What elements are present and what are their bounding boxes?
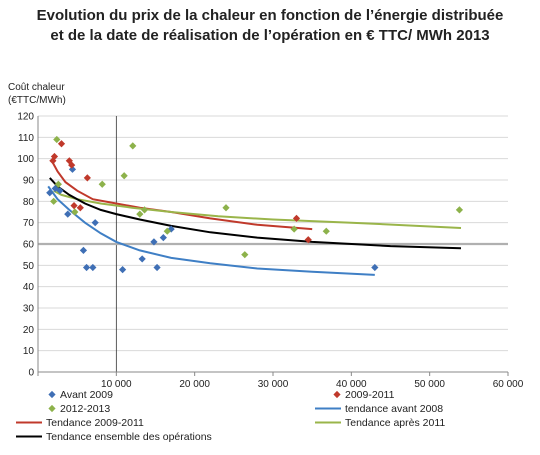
x-tick-label: 60 000: [493, 379, 524, 390]
data-point: [153, 263, 161, 272]
trendline: [49, 177, 462, 250]
data-point: [50, 197, 58, 205]
data-point: [119, 266, 127, 274]
legend-marker: [333, 390, 341, 399]
legend-entry: tendance avant 2008: [315, 403, 443, 415]
y-tick-label: 30: [23, 304, 35, 315]
y-tick-label: 80: [23, 197, 35, 208]
data-point: [82, 263, 91, 272]
y-axis-label-line-2: (€TTC/MWh): [8, 95, 66, 106]
data-point: [98, 180, 106, 188]
data-point: [71, 208, 79, 216]
y-tick-label: 50: [23, 261, 35, 272]
data-point: [53, 135, 61, 144]
legend-label: Tendance après 2011: [345, 417, 445, 429]
legend-label: Tendance ensemble des opérations: [46, 431, 212, 443]
data-point: [222, 204, 230, 212]
data-point: [241, 251, 249, 259]
y-tick-label: 20: [23, 325, 35, 336]
chart-title-line-1: Evolution du prix de la chaleur en fonct…: [36, 7, 504, 24]
y-axis-label: Coût chaleur (€TTC/MWh): [8, 82, 66, 106]
chart-title-line-2: et de la date de réalisation de l’opérat…: [50, 27, 490, 44]
grid-layer: [38, 115, 508, 352]
data-point: [150, 238, 158, 246]
data-point: [129, 142, 137, 150]
x-tick-label: 20 000: [179, 379, 210, 390]
data-point: [70, 202, 78, 210]
data-point: [54, 180, 62, 188]
x-tick-label: 30 000: [258, 379, 289, 390]
data-point: [292, 214, 301, 222]
data-point: [322, 227, 330, 235]
legend-entry: Avant 2009: [48, 389, 113, 401]
legend-label: 2012-2013: [60, 403, 110, 415]
data-point: [89, 263, 97, 272]
legend-marker: [48, 390, 56, 399]
data-point: [163, 227, 171, 235]
legend-entry: 2012-2013: [48, 403, 110, 415]
data-point: [140, 206, 149, 214]
chart-title: Evolution du prix de la chaleur en fonct…: [0, 6, 540, 46]
data-point: [120, 172, 128, 180]
y-tick-label: 40: [23, 282, 35, 293]
trendlines: [47, 162, 462, 276]
data-point: [56, 187, 64, 195]
data-point: [68, 161, 76, 169]
legend-entry: Tendance 2009-2011: [16, 417, 144, 429]
legend-label: Tendance 2009-2011: [46, 417, 144, 429]
y-tick-label: 110: [18, 133, 34, 144]
y-tick-label: 70: [23, 218, 35, 229]
y-tick-label: 60: [23, 240, 35, 251]
data-point: [371, 263, 379, 272]
legend-entry: 2009-2011: [333, 389, 395, 401]
legend-entry: Tendance ensemble des opérations: [16, 431, 212, 443]
y-tick-label: 0: [28, 368, 34, 379]
y-axis-label-line-1: Coût chaleur: [8, 82, 65, 93]
reference-lines: [38, 116, 508, 372]
legend-label: Avant 2009: [60, 389, 113, 401]
legend-entry: Tendance après 2011: [315, 417, 445, 429]
y-tick-label: 120: [17, 112, 34, 123]
x-tick-label: 10 000: [101, 379, 132, 390]
data-point: [79, 246, 88, 254]
data-point: [57, 140, 66, 148]
trendline: [47, 185, 375, 276]
data-points: [46, 135, 464, 274]
trendline: [53, 189, 462, 229]
data-point: [46, 189, 54, 197]
data-point: [50, 152, 59, 161]
x-tick-label: 50 000: [414, 379, 445, 390]
trendline: [52, 162, 313, 231]
data-point: [304, 236, 312, 244]
y-tick-label: 10: [23, 346, 35, 357]
legend-marker: [48, 404, 56, 413]
axes: 0 10 20 30 40 50 60 70 80 90 100 110 120 10 000 20 000…: [17, 112, 523, 391]
data-point: [64, 210, 72, 218]
legend: Avant 2009 2009-2011 2012-2013 tendance ava…: [16, 389, 445, 443]
data-point: [290, 225, 298, 233]
y-tick-label: 90: [23, 176, 35, 187]
data-point: [76, 204, 84, 212]
data-point: [138, 255, 146, 263]
legend-label: 2009-2011: [345, 389, 395, 401]
data-point: [455, 206, 464, 214]
data-point: [83, 174, 91, 182]
data-point: [136, 210, 144, 218]
data-point: [159, 234, 167, 242]
y-tick-label: 100: [17, 154, 34, 165]
data-point: [91, 219, 99, 227]
x-tick-label: 40 000: [336, 379, 367, 390]
legend-label: tendance avant 2008: [345, 403, 443, 415]
